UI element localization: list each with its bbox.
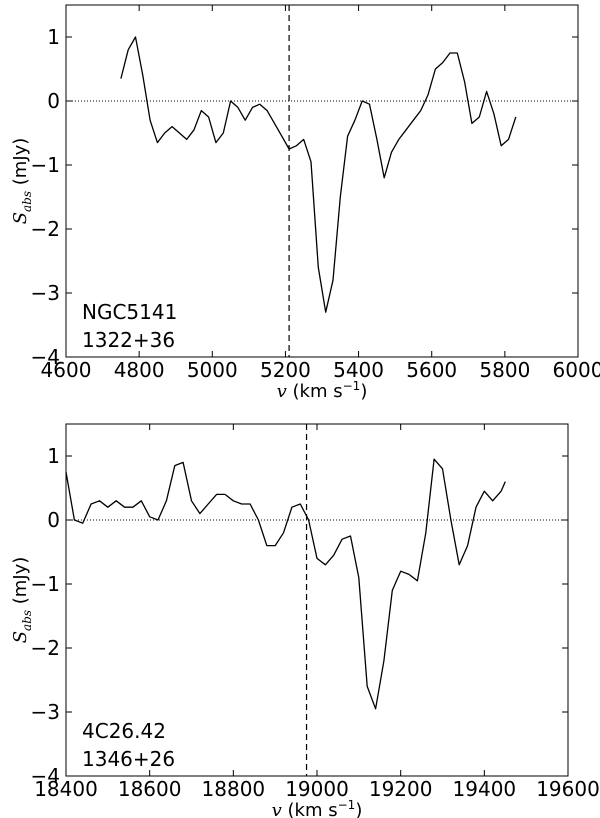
- x-axis-label: v (km s−1): [272, 798, 363, 818]
- y-axis-label: Sabs (mJy): [10, 138, 34, 225]
- y-tick-label: −2: [31, 636, 60, 660]
- y-axis-label: Sabs (mJy): [10, 557, 34, 644]
- y-tick-label: −3: [31, 281, 60, 305]
- spectrum-line: [65, 458, 506, 710]
- x-axis-label: v (km s−1): [277, 379, 368, 402]
- y-tick-label: −3: [31, 700, 60, 724]
- y-tick-label: −1: [31, 572, 60, 596]
- x-tick-label: 19200: [369, 777, 433, 801]
- y-tick-label: −4: [31, 345, 60, 369]
- x-tick-label: 19600: [536, 777, 600, 801]
- x-tick-label: 5600: [406, 358, 457, 382]
- x-tick-label: 6000: [553, 358, 600, 382]
- source-label: 1322+36: [82, 328, 175, 352]
- x-tick-label: 19400: [453, 777, 517, 801]
- x-tick-label: 18400: [34, 777, 98, 801]
- source-label: 4C26.42: [82, 719, 166, 743]
- x-tick-label: 5000: [187, 358, 238, 382]
- x-tick-label: 5800: [479, 358, 530, 382]
- x-tick-label: 4600: [41, 358, 92, 382]
- plot-frame: [65, 4, 579, 358]
- source-label: NGC5141: [82, 300, 177, 324]
- y-tick-label: −1: [31, 153, 60, 177]
- y-tick-label: −2: [31, 217, 60, 241]
- x-tick-label: 5400: [333, 358, 384, 382]
- y-tick-label: −4: [31, 764, 60, 788]
- y-tick-label: 0: [47, 89, 60, 113]
- x-tick-label: 18800: [202, 777, 266, 801]
- panel-top: 4600 4800 5000 5200 5400 5600 5800 6000 1 0 −1 −2 −3…: [10, 4, 600, 402]
- y-tick-label: 0: [47, 508, 60, 532]
- x-tick-label: 18600: [118, 777, 182, 801]
- x-tick-label: 19000: [285, 777, 349, 801]
- spectrum-line: [120, 36, 517, 313]
- x-tick-label: 4800: [114, 358, 165, 382]
- y-tick-label: 1: [47, 444, 60, 468]
- panel-bottom: 18400 18600 18800 19000 19200 19400 19600 1 0 −1 −…: [10, 423, 600, 818]
- y-tick-label: 1: [47, 25, 60, 49]
- x-tick-label: 5200: [260, 358, 311, 382]
- source-label: 1346+26: [82, 747, 175, 771]
